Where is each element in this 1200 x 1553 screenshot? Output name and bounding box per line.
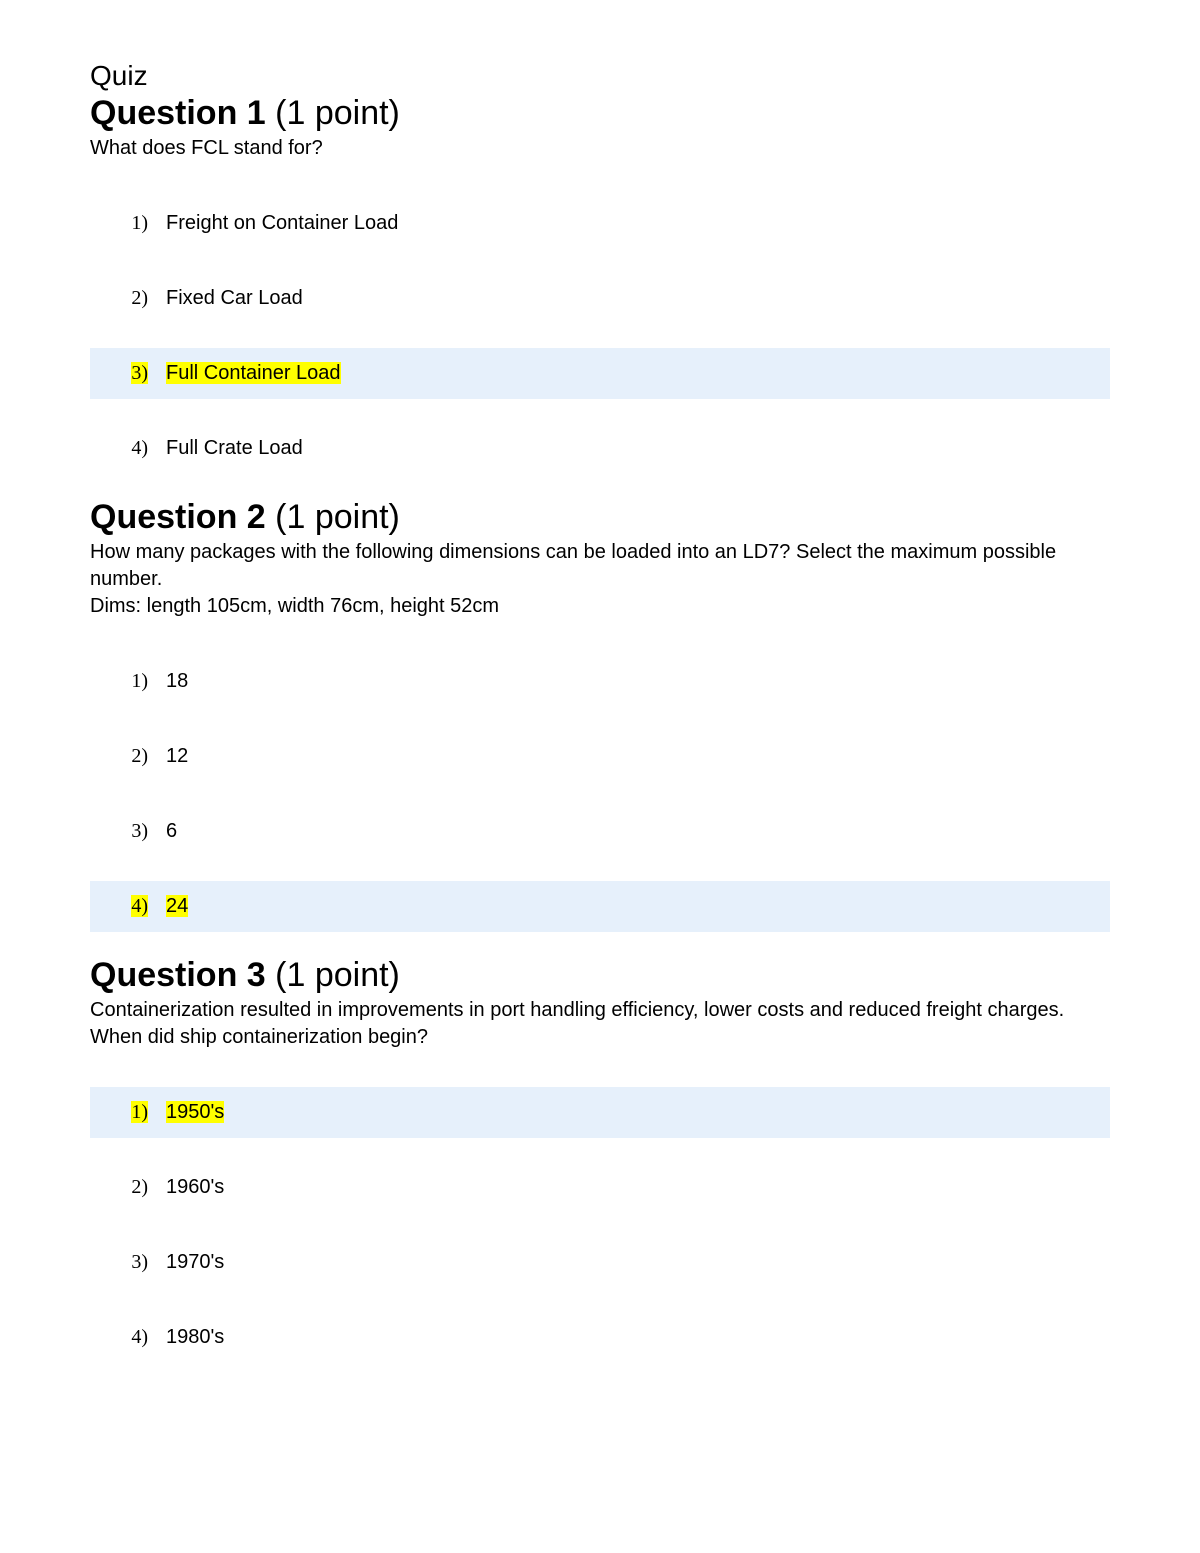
option-number: 3) [120,820,154,843]
option-row[interactable]: 4) 1980's [90,1312,1110,1363]
question-prompt: What does FCL stand for? [90,135,1110,162]
option-text: Full Crate Load [154,437,303,460]
page: Quiz Question 1 (1 point) What does FCL … [0,0,1200,1447]
question-points: (1 point) [266,94,400,132]
question-block: Question 2 (1 point) How many packages w… [90,498,1110,932]
option-row[interactable]: 4) 24 [90,881,1110,932]
option-row[interactable]: 3) 6 [90,806,1110,857]
option-number: 1) [120,670,154,693]
question-heading: Question 1 (1 point) [90,94,1110,133]
option-text: 6 [154,820,177,843]
question-label: Question 1 [90,94,266,132]
option-row[interactable]: 2) 1960's [90,1162,1110,1213]
option-number: 4) [120,1326,154,1349]
option-number: 3) [120,362,154,385]
option-text: Freight on Container Load [154,212,398,235]
option-text: Full Container Load [154,362,341,385]
option-number: 1) [120,212,154,235]
question-block: Question 3 (1 point) Containerization re… [90,956,1110,1363]
question-prompt: Containerization resulted in improvement… [90,997,1110,1051]
option-text: 1960's [154,1176,224,1199]
option-number: 4) [120,895,154,918]
option-number: 4) [120,437,154,460]
option-text: Fixed Car Load [154,287,303,310]
question-label: Question 3 [90,956,266,994]
option-row[interactable]: 2) 12 [90,731,1110,782]
option-text: 1970's [154,1251,224,1274]
prompt-line: Dims: length 105cm, width 76cm, height 5… [90,595,499,617]
option-row[interactable]: 3) 1970's [90,1237,1110,1288]
option-text: 24 [154,895,188,918]
option-text: 1950's [154,1101,224,1124]
options-list: 1) 18 2) 12 3) 6 4) 24 [90,656,1110,932]
option-number: 2) [120,745,154,768]
question-points: (1 point) [266,498,400,536]
option-number: 3) [120,1251,154,1274]
option-number: 1) [120,1101,154,1124]
prompt-line: How many packages with the following dim… [90,541,1056,590]
option-row[interactable]: 2) Fixed Car Load [90,273,1110,324]
option-row[interactable]: 1) 1950's [90,1087,1110,1138]
question-points: (1 point) [266,956,400,994]
question-block: Question 1 (1 point) What does FCL stand… [90,94,1110,474]
question-prompt: How many packages with the following dim… [90,539,1110,620]
option-row[interactable]: 1) Freight on Container Load [90,198,1110,249]
option-row[interactable]: 3) Full Container Load [90,348,1110,399]
options-list: 1) Freight on Container Load 2) Fixed Ca… [90,198,1110,474]
prompt-line: What does FCL stand for? [90,137,323,159]
option-number: 2) [120,1176,154,1199]
question-label: Question 2 [90,498,266,536]
question-heading: Question 3 (1 point) [90,956,1110,995]
prompt-line: Containerization resulted in improvement… [90,999,1064,1048]
option-number: 2) [120,287,154,310]
option-text: 1980's [154,1326,224,1349]
option-text: 12 [154,745,188,768]
option-row[interactable]: 1) 18 [90,656,1110,707]
question-heading: Question 2 (1 point) [90,498,1110,537]
quiz-title: Quiz [90,60,1110,92]
option-text: 18 [154,670,188,693]
options-list: 1) 1950's 2) 1960's 3) 1970's 4) 1980's [90,1087,1110,1363]
option-row[interactable]: 4) Full Crate Load [90,423,1110,474]
